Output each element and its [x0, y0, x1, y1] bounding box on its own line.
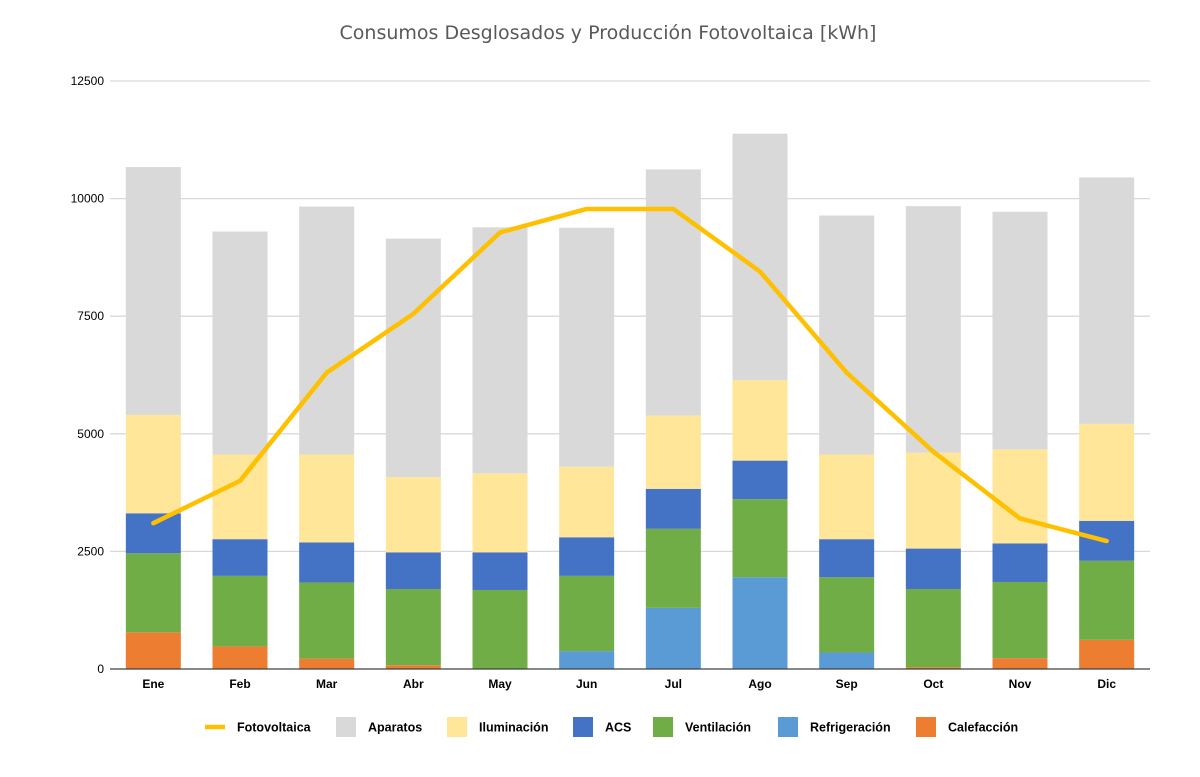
bar-aparatos-may: [473, 227, 528, 473]
bar-acs-ago: [733, 461, 788, 500]
legend-swatch-ventilacion: [653, 717, 673, 737]
x-tick-label-sep: Sep: [836, 677, 858, 691]
x-tick-label-jun: Jun: [576, 677, 597, 691]
legend-swatch-aparatos: [336, 717, 356, 737]
bar-aparatos-oct: [906, 206, 961, 452]
bar-aparatos-jun: [559, 228, 614, 467]
legend-swatch-calefaccion: [916, 717, 936, 737]
bar-ventilacion-jun: [559, 576, 614, 651]
legend-label-calefaccion: Calefacción: [948, 721, 1018, 735]
legend-layer: Fotovoltaica Aparatos Iluminación ACS Ventil…: [205, 717, 1018, 737]
bar-ventilacion-dic: [1079, 561, 1134, 640]
bar-iluminacion-mar: [299, 454, 354, 542]
bar-ventilacion-ene: [126, 553, 181, 632]
x-tick-label-ago: Ago: [748, 677, 771, 691]
bar-ventilacion-feb: [213, 576, 268, 647]
x-tick-label-jul: Jul: [665, 677, 682, 691]
bar-calefaccion-dic: [1079, 640, 1134, 669]
bar-layer: [126, 134, 1134, 669]
bar-iluminacion-nov: [993, 449, 1048, 543]
bar-acs-sep: [819, 539, 874, 577]
x-tick-label-mar: Mar: [316, 677, 338, 691]
bar-acs-abr: [386, 552, 441, 589]
bar-acs-ene: [126, 513, 181, 553]
x-tick-label-ene: Ene: [142, 677, 164, 691]
y-tick-label: 10000: [71, 192, 105, 206]
bar-ventilacion-abr: [386, 589, 441, 665]
bar-iluminacion-feb: [213, 454, 268, 539]
bar-acs-jun: [559, 537, 614, 576]
bar-iluminacion-ago: [733, 380, 788, 460]
bar-aparatos-ene: [126, 167, 181, 415]
bar-acs-mar: [299, 542, 354, 582]
bar-iluminacion-jun: [559, 467, 614, 538]
y-tick-label: 5000: [77, 427, 104, 441]
bar-aparatos-abr: [386, 239, 441, 477]
bar-ventilacion-oct: [906, 589, 961, 667]
bar-acs-oct: [906, 549, 961, 589]
bar-calefaccion-nov: [993, 658, 1048, 669]
bar-iluminacion-may: [473, 473, 528, 552]
x-tick-label-feb: Feb: [229, 677, 250, 691]
bar-acs-may: [473, 552, 528, 590]
bar-ventilacion-jul: [646, 529, 701, 608]
bar-refrigeracion-sep: [819, 653, 874, 669]
bar-ventilacion-sep: [819, 577, 874, 652]
legend-label-iluminacion: Iluminación: [479, 721, 548, 735]
bar-aparatos-jul: [646, 169, 701, 415]
legend-swatch-iluminacion: [447, 717, 467, 737]
bar-ventilacion-ago: [733, 499, 788, 577]
bar-ventilacion-nov: [993, 582, 1048, 658]
bar-refrigeracion-jun: [559, 651, 614, 669]
legend-swatch-refrigeracion: [778, 717, 798, 737]
legend-swatch-acs: [573, 717, 593, 737]
line-fotovoltaica: [153, 209, 1106, 541]
bar-ventilacion-mar: [299, 582, 354, 658]
legend-label-aparatos: Aparatos: [368, 721, 422, 735]
bar-aparatos-feb: [213, 232, 268, 455]
y-tick-label: 0: [97, 662, 104, 676]
x-tick-label-nov: Nov: [1009, 677, 1032, 691]
bar-refrigeracion-jul: [646, 608, 701, 669]
bar-iluminacion-ene: [126, 415, 181, 513]
bar-acs-nov: [993, 543, 1048, 582]
bar-aparatos-sep: [819, 216, 874, 455]
bar-iluminacion-sep: [819, 454, 874, 539]
bar-refrigeracion-ago: [733, 577, 788, 669]
bar-ventilacion-may: [473, 590, 528, 669]
line-layer: [153, 209, 1106, 541]
x-tick-label-abr: Abr: [403, 677, 424, 691]
x-tick-label-oct: Oct: [923, 677, 943, 691]
x-tick-label-dic: Dic: [1097, 677, 1116, 691]
bar-calefaccion-mar: [299, 659, 354, 669]
bar-aparatos-mar: [299, 207, 354, 455]
bar-calefaccion-feb: [213, 646, 268, 669]
bar-aparatos-dic: [1079, 177, 1134, 423]
x-tick-label-may: May: [488, 677, 512, 691]
bar-iluminacion-dic: [1079, 424, 1134, 521]
legend-label-fotovoltaica: Fotovoltaica: [237, 721, 312, 735]
bar-aparatos-nov: [993, 212, 1048, 450]
legend-label-refrigeracion: Refrigeración: [810, 721, 891, 735]
y-tick-label: 2500: [77, 544, 104, 558]
legend-label-acs: ACS: [605, 721, 631, 735]
legend-label-ventilacion: Ventilación: [685, 721, 751, 735]
bar-acs-feb: [213, 539, 268, 576]
y-tick-label: 12500: [71, 74, 105, 88]
bar-acs-jul: [646, 489, 701, 529]
y-tick-label: 7500: [77, 309, 104, 323]
bar-calefaccion-ene: [126, 632, 181, 669]
bar-iluminacion-jul: [646, 415, 701, 488]
bar-iluminacion-abr: [386, 477, 441, 552]
